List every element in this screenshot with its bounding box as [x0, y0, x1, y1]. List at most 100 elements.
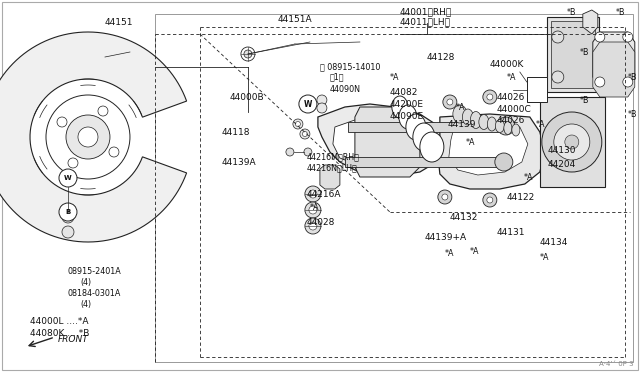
Text: *A: *A: [470, 247, 479, 257]
Ellipse shape: [420, 132, 444, 162]
Text: 44011〈LH〉: 44011〈LH〉: [400, 17, 451, 26]
Circle shape: [305, 218, 321, 234]
Circle shape: [66, 115, 110, 159]
Bar: [540, 97, 605, 187]
Ellipse shape: [462, 109, 474, 125]
Ellipse shape: [413, 123, 435, 151]
Circle shape: [305, 202, 321, 218]
Text: *B: *B: [628, 109, 637, 119]
Text: *B: *B: [580, 48, 589, 57]
Text: *A: *A: [445, 250, 454, 259]
Text: *A: *A: [540, 253, 549, 262]
Circle shape: [565, 135, 579, 149]
Text: 44204: 44204: [548, 160, 576, 169]
Polygon shape: [318, 104, 445, 176]
Text: *A: *A: [456, 103, 465, 112]
Circle shape: [595, 77, 605, 87]
Circle shape: [68, 158, 78, 168]
Polygon shape: [449, 122, 528, 175]
Circle shape: [552, 31, 564, 43]
Circle shape: [317, 95, 327, 105]
Ellipse shape: [399, 105, 417, 129]
Polygon shape: [355, 107, 420, 177]
Circle shape: [296, 122, 300, 126]
Text: 44139+A: 44139+A: [425, 232, 467, 241]
Circle shape: [623, 32, 633, 42]
Circle shape: [483, 193, 497, 207]
Ellipse shape: [487, 117, 497, 131]
Circle shape: [78, 127, 98, 147]
Bar: [547, 17, 599, 92]
Circle shape: [309, 190, 317, 198]
Text: *B: *B: [628, 73, 637, 81]
Circle shape: [483, 90, 497, 104]
Polygon shape: [333, 120, 415, 165]
Circle shape: [595, 32, 605, 42]
Text: 44090N: 44090N: [330, 84, 361, 93]
Text: B: B: [65, 209, 70, 215]
Circle shape: [305, 186, 321, 202]
Text: 44026: 44026: [497, 93, 525, 102]
Circle shape: [304, 148, 312, 156]
Text: 44026: 44026: [497, 115, 525, 125]
Bar: [527, 77, 547, 102]
Bar: [551, 21, 595, 88]
Text: 08184-0301A: 08184-0301A: [68, 289, 122, 298]
Text: 44216N〈LH〉: 44216N〈LH〉: [307, 164, 358, 173]
Text: *A: *A: [390, 73, 399, 81]
Text: 44000K: 44000K: [490, 60, 524, 68]
Text: 44000L ....*A: 44000L ....*A: [30, 317, 88, 327]
Text: 44000B: 44000B: [230, 93, 264, 102]
Circle shape: [293, 119, 303, 129]
Text: A·4’´ 0P 3: A·4’´ 0P 3: [599, 361, 634, 367]
Circle shape: [487, 94, 493, 100]
Text: (4): (4): [80, 301, 91, 310]
Circle shape: [623, 77, 633, 87]
Text: 44131: 44131: [497, 228, 525, 237]
Circle shape: [542, 112, 602, 172]
Text: *A: *A: [524, 173, 533, 182]
Ellipse shape: [392, 96, 408, 118]
Circle shape: [554, 124, 590, 160]
Circle shape: [309, 206, 317, 214]
Circle shape: [300, 129, 310, 139]
Text: 44001〈RH〉: 44001〈RH〉: [400, 7, 452, 16]
Ellipse shape: [406, 114, 426, 140]
Ellipse shape: [453, 105, 467, 123]
Circle shape: [487, 197, 493, 203]
Text: 44080K ....*B: 44080K ....*B: [30, 330, 90, 339]
Circle shape: [59, 203, 77, 221]
Text: 44118: 44118: [222, 128, 250, 137]
Circle shape: [497, 117, 515, 135]
Circle shape: [59, 169, 77, 187]
Text: 44090E: 44090E: [390, 112, 424, 121]
Circle shape: [286, 148, 294, 156]
Text: 44139: 44139: [448, 119, 476, 128]
Text: Ⓦ 08915-14010: Ⓦ 08915-14010: [320, 62, 380, 71]
Text: 44028: 44028: [307, 218, 335, 227]
Text: 44128: 44128: [427, 52, 455, 61]
Bar: [345, 157, 498, 167]
Polygon shape: [593, 32, 635, 87]
Text: 44134: 44134: [540, 237, 568, 247]
Circle shape: [443, 95, 457, 109]
Circle shape: [62, 226, 74, 238]
Circle shape: [309, 222, 317, 230]
Text: 44200E: 44200E: [390, 99, 424, 109]
Ellipse shape: [470, 112, 481, 128]
Text: *B: *B: [580, 96, 589, 105]
Text: 44216A: 44216A: [307, 189, 341, 199]
Text: W: W: [64, 175, 72, 181]
Text: 44130: 44130: [548, 145, 577, 154]
Text: 44122: 44122: [507, 192, 535, 202]
Circle shape: [552, 71, 564, 83]
Polygon shape: [0, 32, 187, 242]
Text: 44216M〈RH〉: 44216M〈RH〉: [307, 153, 360, 161]
Circle shape: [299, 95, 317, 113]
Text: *B: *B: [616, 7, 625, 16]
Text: 44151: 44151: [105, 17, 134, 26]
Text: *B: *B: [567, 7, 577, 16]
Circle shape: [244, 50, 252, 58]
Circle shape: [438, 190, 452, 204]
Bar: [155, 14, 633, 362]
